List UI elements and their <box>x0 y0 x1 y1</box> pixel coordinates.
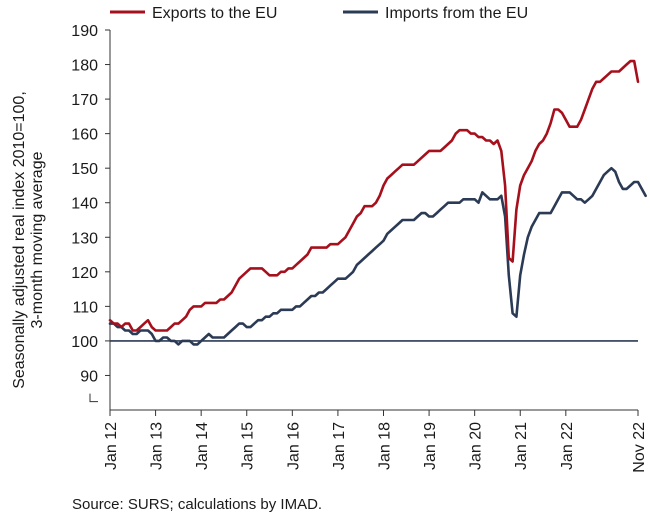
y-tick-label: 170 <box>71 92 98 109</box>
x-tick-label: Jan 16 <box>285 422 302 470</box>
x-tick-label: Jan 12 <box>103 422 120 470</box>
y-tick-label: 180 <box>71 58 98 75</box>
source-note: Source: SURS; calculations by IMAD. <box>72 496 323 513</box>
y-tick-label: 150 <box>71 161 98 178</box>
series-line-imports <box>108 166 647 346</box>
x-tick-label: Jan 20 <box>468 422 485 470</box>
x-tick-label: Jan 22 <box>559 422 576 470</box>
y-tick-label: 120 <box>71 265 98 282</box>
y-tick-label: 160 <box>71 127 98 144</box>
x-tick-label: Jan 15 <box>240 422 257 470</box>
axis-break-mark <box>89 393 98 403</box>
y-tick-label: 110 <box>72 299 98 316</box>
x-tick-label: Jan 13 <box>149 422 166 470</box>
x-tick-label: Jan 18 <box>376 422 393 470</box>
x-tick-label: Nov 22 <box>631 422 648 473</box>
y-axis-title-line-2: 3-month moving average <box>29 151 46 328</box>
legend-label-imports: Imports from the EU <box>385 5 528 22</box>
x-tick-label: Jan 14 <box>194 422 211 470</box>
series-line-exports <box>108 59 640 332</box>
y-tick-label: 130 <box>71 230 98 247</box>
x-tick-label: Jan 19 <box>422 422 439 470</box>
y-tick-label: 100 <box>71 334 98 351</box>
legend: Exports to the EU Imports from the EU <box>110 5 528 22</box>
x-tick-label: Jan 21 <box>513 422 530 470</box>
y-axis-title-line-1: Seasonally adjusted real index 2010=100, <box>11 91 28 389</box>
y-tick-label: 190 <box>71 23 98 40</box>
y-tick-label: 90 <box>80 368 98 385</box>
legend-label-exports: Exports to the EU <box>152 5 277 22</box>
x-tick-label: Jan 17 <box>331 422 348 470</box>
plot-area: 90 100 110 120 130 140 150 160 170 180 190 Jan 12 Ja… <box>71 23 648 473</box>
y-axis-title: Seasonally adjusted real index 2010=100,… <box>11 91 46 389</box>
y-tick-label: 140 <box>71 196 98 213</box>
